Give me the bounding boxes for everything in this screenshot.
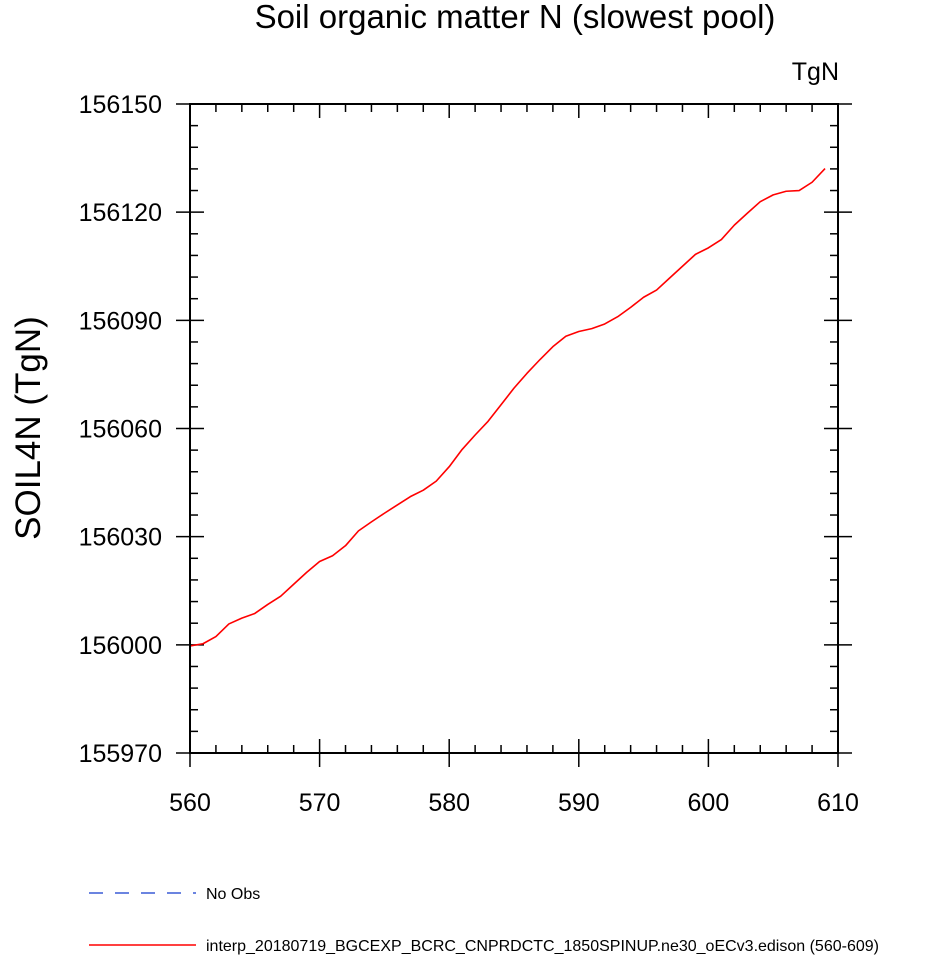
units-label: TgN [792,58,839,86]
y-tick-label: 156150 [79,91,162,119]
y-tick-label: 155970 [79,740,162,768]
y-tick-label: 156120 [79,199,162,227]
x-tick-label: 580 [428,789,470,817]
legend-label-model: interp_20180719_BGCEXP_BCRC_CNPRDCTC_185… [206,938,879,955]
x-tick-label: 610 [817,789,859,817]
y-tick-label: 156030 [79,524,162,552]
x-tick-label: 560 [169,789,211,817]
x-tick-label: 590 [558,789,600,817]
chart-title: Soil organic matter N (slowest pool) [255,0,776,35]
legend: No Obs interp_20180719_BGCEXP_BCRC_CNPRD… [89,886,879,955]
y-axis-tick-labels: 155970 156000 156030 156060 156090 156120 1561… [79,91,162,768]
y-tick-label: 156000 [79,632,162,660]
y-tick-label: 156090 [79,307,162,335]
axis-ticks [176,103,852,767]
x-tick-label: 600 [688,789,730,817]
x-tick-label: 570 [299,789,341,817]
x-axis-tick-labels: 560 570 580 590 600 610 [169,789,859,817]
y-tick-label: 156060 [79,416,162,444]
y-axis-label: SOIL4N (TgN) [9,316,48,540]
series-line-0 [189,167,826,647]
legend-label-no-obs: No Obs [206,886,260,903]
plot-series [189,167,826,647]
plot-frame [189,103,839,754]
